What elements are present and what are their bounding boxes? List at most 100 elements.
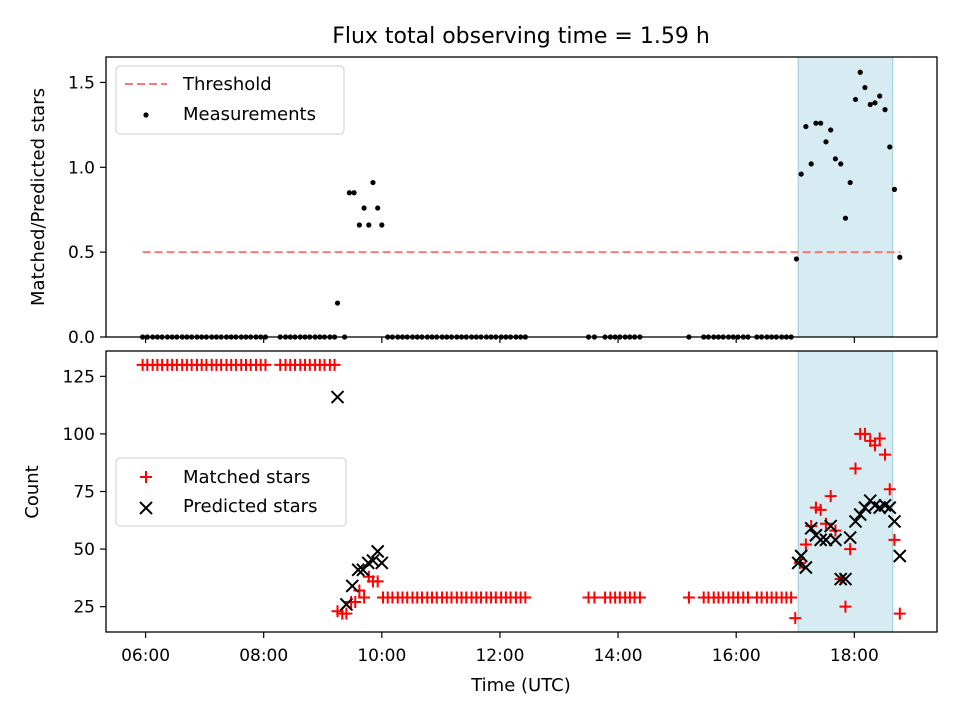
measurement-point [882,107,888,113]
measurement-point [823,139,829,145]
measurement-point [887,144,893,150]
top-ytick-label: 0.0 [68,328,95,348]
matched-star-point [824,490,837,503]
measurement-point [813,120,819,126]
x-tick-label: 12:00 [475,646,524,666]
legend-label-threshold: Threshold [182,74,272,95]
measurement-point [334,300,341,306]
y-axis-label-top: Matched/Predicted stars [28,88,49,306]
bottom-ytick-label: 125 [63,367,95,387]
matched-star-point [819,517,832,530]
measurement-point [877,93,883,99]
predicted-star-point [799,560,813,575]
measurement-point [793,256,800,262]
matched-star-point [858,427,871,440]
matched-star-point [849,462,862,475]
measurement-point [379,222,385,228]
x-tick-label: 18:00 [830,646,879,666]
predicted-star-point [887,514,902,529]
matched-star-point [839,600,852,613]
predicted-star-point [823,519,838,533]
matched-star-point [883,483,896,496]
matched-star-point [349,596,362,609]
legend-top: Threshold Measurements [115,65,345,135]
predicted-star-point [339,597,354,612]
measurement-point [803,123,809,130]
legend-label-matched: Matched stars [183,467,310,488]
matched-star-point [888,533,901,546]
matched-star-point [879,448,892,461]
x-tick-label: 08:00 [239,646,288,666]
legend-label-predicted: Predicted stars [183,496,317,517]
matched-star-point [328,358,341,371]
matched-star-point [358,591,371,604]
predicted-star-point [819,533,833,547]
matched-star-point [868,439,881,452]
legend-frame-bottom [115,457,347,527]
matched-star-point [633,591,646,604]
measurement-point [375,205,381,211]
matched-star-point [371,575,384,588]
measurement-point [361,205,367,211]
measurement-point [370,179,376,186]
predicted-star-point [893,549,907,563]
predicted-star-point [828,533,843,547]
matched-star-point [353,584,366,597]
predicted-star-point [858,500,872,515]
top-panel: 0.0 0.5 1.0 1.5 Matched/Predicted stars Thr… [28,56,938,348]
predicted-star-point [843,530,857,545]
bottom-ytick-label: 100 [63,425,95,445]
legend-bottom: Matched stars Predicted stars [115,457,347,527]
x-tick-label: 14:00 [594,646,643,666]
measurement-point [832,156,839,162]
matched-star-point [893,607,906,620]
predicted-star-point [883,500,897,515]
predicted-star-point [794,549,808,563]
measurement-point [891,186,898,192]
observing-window-span-top [797,56,894,338]
matched-star-point [789,612,802,625]
predicted-star-point [848,514,863,529]
matched-star-point [844,543,857,556]
predicted-star-point [813,533,828,547]
observing-window-span-bottom [797,350,894,633]
measurement-point [346,190,352,196]
legend-predicted-marker [139,501,153,515]
matched-star-point [873,432,886,445]
x-tick-label: 10:00 [357,646,406,666]
predicted-star-point [366,553,380,568]
legend-measurement-marker [143,112,149,118]
top-axes-frame [105,56,938,338]
bottom-panel: 25 50 75 100 125 06:00 08:00 10:00 12:00 14:00 16… [22,350,938,696]
x-tick-label: 16:00 [712,646,761,666]
top-ytick-label: 1.0 [68,158,95,178]
predicted-star-point [370,544,385,559]
bottom-ytick-label: 75 [73,483,95,503]
measurement-point [847,179,853,186]
legend-matched-marker [140,471,152,483]
measurement-point [828,127,834,133]
measurement-point [366,222,372,228]
y-axis-label-bottom: Count [22,465,43,518]
measurement-point [897,254,903,260]
legend-frame-top [115,65,345,135]
measurement-point [872,100,878,106]
measurement-point [852,96,859,103]
top-ytick-label: 1.5 [68,73,95,93]
top-ytick-label: 0.5 [68,243,95,263]
predicted-star-point [853,507,867,522]
matched-star-point [799,538,812,551]
predicted-star-point [834,572,848,586]
matched-star-point [785,591,798,604]
chart-title: Flux total observing time = 1.59 h [332,24,710,49]
predicted-star-point [804,521,818,536]
x-tick-label: 06:00 [121,646,170,666]
predicted-star-point [838,572,853,586]
measurement-point [818,120,824,126]
measurement-point [351,190,357,196]
bottom-ytick-label: 25 [73,598,95,618]
matched-star-point [814,503,827,516]
predicted-star-point [375,556,389,570]
matched-star-point [259,358,272,371]
